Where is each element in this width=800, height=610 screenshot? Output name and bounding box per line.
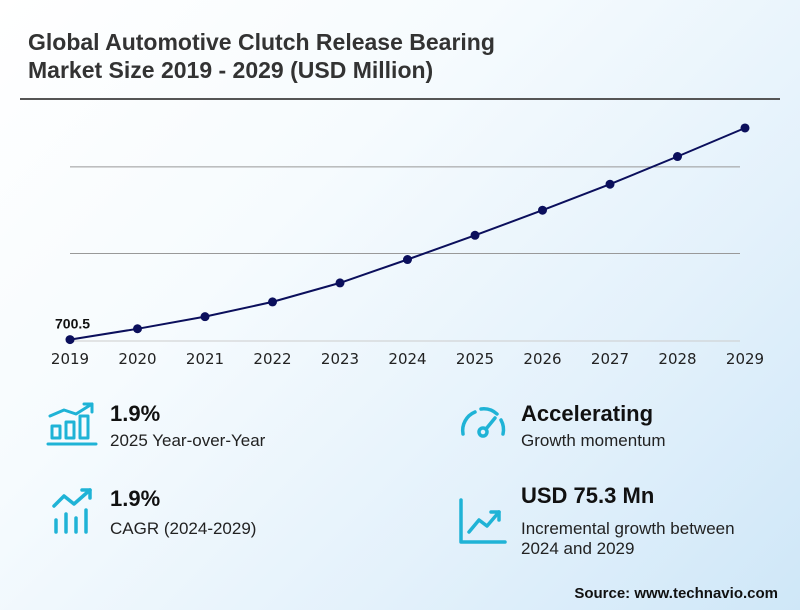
- title-divider: [20, 98, 780, 100]
- data-point-2020: [133, 324, 142, 334]
- line-chart: 700.5 2019 2020 2021 2022 2023 2024 2025 2026 20…: [51, 123, 764, 368]
- stat-value: 1.9%: [110, 401, 161, 426]
- x-tick-label-2020: 2020: [118, 350, 156, 368]
- x-axis-ticks: 2019 2020 2021 2022 2023 2024 2025 2026 2027 2028…: [51, 350, 764, 368]
- x-tick-label-2026: 2026: [523, 350, 561, 368]
- data-point-2019: [65, 335, 75, 345]
- data-point-2025: [470, 230, 480, 240]
- chart-title: Global Automotive Clutch Release Bearing…: [28, 28, 728, 84]
- speedometer-icon: [460, 407, 506, 438]
- series-line-group: [69, 127, 746, 341]
- trend-bars-icon: [52, 488, 92, 534]
- source-credit: Source: www.technavio.com: [574, 585, 778, 602]
- data-points: [65, 123, 750, 345]
- chart-title-line-1: Global Automotive Clutch Release Bearing: [28, 29, 495, 55]
- x-tick-label-2027: 2027: [591, 350, 629, 368]
- stat-description: Growth momentum: [521, 431, 666, 450]
- bar-chart-growth-icon: [46, 402, 98, 446]
- data-point-2024: [403, 255, 412, 265]
- stat-value: 1.9%: [110, 486, 161, 511]
- stat-value: USD 75.3 Mn: [521, 483, 655, 508]
- data-labels: 700.5: [55, 316, 90, 332]
- x-tick-label-2025: 2025: [456, 350, 494, 368]
- data-point-2021: [200, 312, 210, 322]
- stat-description: CAGR (2024-2029): [110, 519, 257, 538]
- x-tick-label-2028: 2028: [658, 350, 696, 368]
- stat-description: Incremental growth between 2024 and 2029: [521, 519, 735, 558]
- data-label-2019: 700.5: [55, 316, 90, 332]
- chart-title-line-2: Market Size 2019 - 2029 (USD Million): [28, 57, 434, 83]
- stat-description: 2025 Year-over-Year: [110, 431, 266, 450]
- data-point-2028: [673, 152, 682, 162]
- series-line: [69, 127, 746, 341]
- data-point-2023: [335, 278, 345, 288]
- data-point-2027: [605, 179, 615, 189]
- x-tick-label-2021: 2021: [186, 350, 224, 368]
- x-tick-label-2019: 2019: [51, 350, 89, 368]
- data-point-2022: [268, 297, 277, 307]
- x-tick-label-2022: 2022: [253, 350, 291, 368]
- data-point-2029: [740, 123, 750, 133]
- x-tick-label-2023: 2023: [321, 350, 359, 368]
- chart-arrow-icon: [459, 498, 507, 544]
- stat-value: Accelerating: [521, 401, 654, 426]
- gridlines: [70, 166, 740, 342]
- x-tick-label-2024: 2024: [388, 350, 426, 368]
- data-point-2026: [538, 205, 547, 215]
- x-tick-label-2029: 2029: [726, 350, 764, 368]
